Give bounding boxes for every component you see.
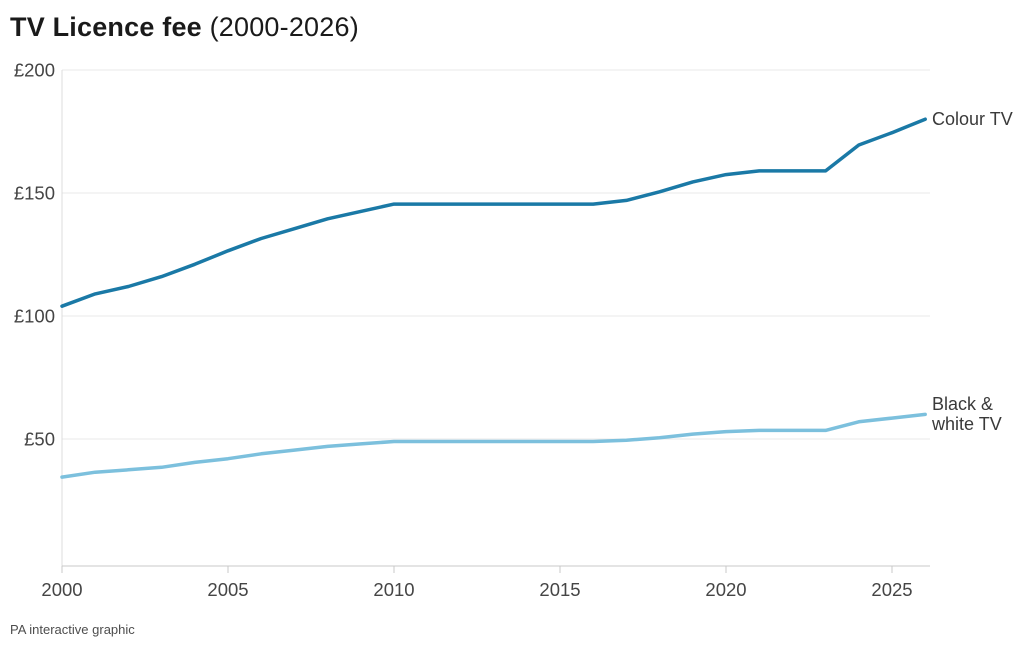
y-axis-tick-label: £150 <box>14 183 55 204</box>
x-axis-tick-label: 2025 <box>871 579 912 600</box>
series-label-black-white-tv: Black & white TV <box>932 394 1002 435</box>
x-axis-tick-label: 2010 <box>373 579 414 600</box>
page-title: TV Licence fee (2000-2026) <box>10 12 359 43</box>
series-label-colour-tv: Colour TV <box>932 109 1013 130</box>
y-axis-tick-label: £50 <box>24 429 55 450</box>
x-axis-tick-label: 2020 <box>705 579 746 600</box>
y-axis-tick-label: £200 <box>14 60 55 81</box>
chart-title-range: (2000-2026) <box>209 12 359 42</box>
chart-title-main: TV Licence fee <box>10 12 202 42</box>
series-line-colour-tv <box>60 117 927 308</box>
x-axis-tick-label: 2015 <box>539 579 580 600</box>
credit-line: PA interactive graphic <box>10 622 135 637</box>
series-line-black-white-tv <box>60 412 927 479</box>
y-axis-tick-label: £100 <box>14 306 55 327</box>
x-axis-tick-label: 2005 <box>207 579 248 600</box>
x-axis-tick-label: 2000 <box>41 579 82 600</box>
